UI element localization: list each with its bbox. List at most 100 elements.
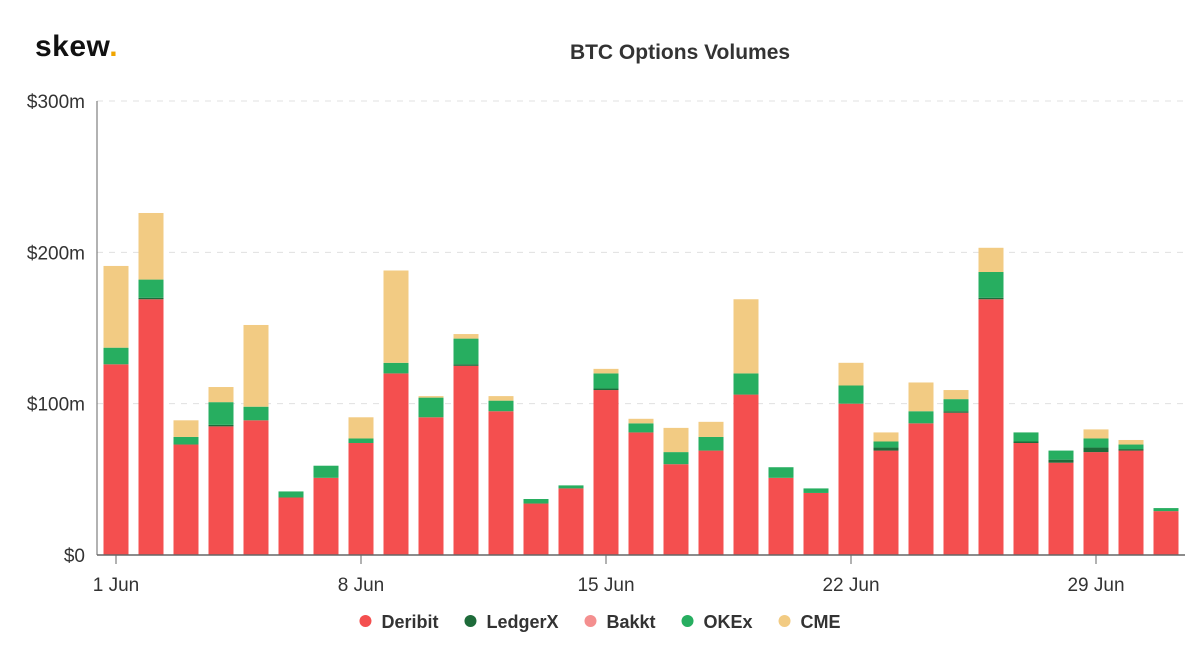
- bar-segment-deribit[interactable]: [383, 373, 409, 555]
- bar-segment-cme[interactable]: [488, 396, 514, 401]
- bar-segment-deribit[interactable]: [313, 477, 339, 555]
- bar-stack[interactable]: [243, 324, 269, 555]
- bar-segment-deribit[interactable]: [768, 477, 794, 555]
- bar-segment-okex[interactable]: [558, 485, 584, 489]
- bar-stack[interactable]: [1013, 432, 1039, 555]
- bar-segment-okex[interactable]: [1118, 444, 1144, 450]
- bar-segment-deribit[interactable]: [838, 403, 864, 555]
- bar-segment-deribit[interactable]: [593, 390, 619, 555]
- bar-segment-okex[interactable]: [943, 399, 969, 412]
- legend-item-okex[interactable]: OKEx: [681, 612, 753, 632]
- bar-segment-cme[interactable]: [838, 362, 864, 386]
- bar-segment-deribit[interactable]: [1048, 462, 1074, 555]
- bar-stack[interactable]: [103, 265, 129, 555]
- bar-segment-okex[interactable]: [1083, 438, 1109, 448]
- bar-segment-deribit[interactable]: [138, 299, 164, 555]
- bar-segment-okex[interactable]: [138, 279, 164, 298]
- bar-segment-okex[interactable]: [628, 423, 654, 433]
- bar-segment-cme[interactable]: [663, 427, 689, 453]
- bar-segment-ledgerx[interactable]: [593, 388, 619, 391]
- bar-segment-deribit[interactable]: [278, 497, 304, 555]
- bar-stack[interactable]: [908, 382, 934, 555]
- bar-stack[interactable]: [698, 421, 724, 555]
- bar-segment-deribit[interactable]: [978, 299, 1004, 555]
- bar-segment-okex[interactable]: [103, 347, 129, 365]
- bar-stack[interactable]: [313, 465, 339, 555]
- bar-segment-okex[interactable]: [313, 465, 339, 478]
- bar-segment-ledgerx[interactable]: [208, 424, 234, 427]
- bar-segment-okex[interactable]: [1048, 450, 1074, 460]
- bar-segment-okex[interactable]: [838, 385, 864, 404]
- bar-segment-cme[interactable]: [628, 418, 654, 424]
- bar-segment-cme[interactable]: [733, 299, 759, 374]
- bar-segment-okex[interactable]: [873, 441, 899, 448]
- bar-segment-okex[interactable]: [698, 436, 724, 451]
- bar-segment-ledgerx[interactable]: [1083, 447, 1109, 453]
- bar-segment-deribit[interactable]: [698, 450, 724, 555]
- bar-segment-okex[interactable]: [803, 488, 829, 493]
- bar-stack[interactable]: [418, 396, 444, 555]
- bar-segment-deribit[interactable]: [348, 443, 374, 555]
- bar-segment-okex[interactable]: [1013, 432, 1039, 442]
- bar-stack[interactable]: [348, 417, 374, 555]
- bar-segment-okex[interactable]: [1153, 508, 1179, 512]
- bar-segment-deribit[interactable]: [453, 365, 479, 555]
- bar-segment-cme[interactable]: [908, 382, 934, 412]
- bar-segment-cme[interactable]: [138, 212, 164, 280]
- bar-segment-deribit[interactable]: [208, 426, 234, 555]
- bar-segment-deribit[interactable]: [1083, 452, 1109, 555]
- bar-segment-deribit[interactable]: [803, 492, 829, 555]
- bar-stack[interactable]: [208, 387, 234, 555]
- bar-stack[interactable]: [1153, 508, 1179, 555]
- bar-segment-okex[interactable]: [208, 402, 234, 425]
- legend-item-ledgerx[interactable]: LedgerX: [464, 612, 559, 632]
- bar-segment-cme[interactable]: [873, 432, 899, 442]
- bar-segment-deribit[interactable]: [1118, 450, 1144, 555]
- bar-segment-okex[interactable]: [978, 272, 1004, 298]
- bar-segment-cme[interactable]: [978, 247, 1004, 273]
- bar-segment-deribit[interactable]: [558, 488, 584, 555]
- bar-segment-okex[interactable]: [523, 499, 549, 504]
- bar-stack[interactable]: [173, 420, 199, 555]
- bar-stack[interactable]: [943, 390, 969, 555]
- bar-segment-okex[interactable]: [418, 397, 444, 418]
- bar-stack[interactable]: [383, 270, 409, 555]
- bar-stack[interactable]: [978, 247, 1004, 555]
- legend-item-deribit[interactable]: Deribit: [359, 612, 438, 632]
- bar-stack[interactable]: [663, 427, 689, 555]
- bar-stack[interactable]: [803, 488, 829, 555]
- bar-segment-cme[interactable]: [698, 421, 724, 437]
- bar-segment-deribit[interactable]: [1013, 443, 1039, 555]
- bar-segment-okex[interactable]: [278, 491, 304, 498]
- bar-segment-cme[interactable]: [103, 265, 129, 348]
- bar-segment-ledgerx[interactable]: [873, 447, 899, 451]
- bar-segment-deribit[interactable]: [943, 412, 969, 555]
- bar-segment-ledgerx[interactable]: [1013, 441, 1039, 444]
- bar-stack[interactable]: [453, 334, 479, 555]
- bar-segment-deribit[interactable]: [1153, 511, 1179, 555]
- bar-segment-ledgerx[interactable]: [1118, 449, 1144, 451]
- bar-segment-okex[interactable]: [908, 411, 934, 424]
- bar-segment-ledgerx[interactable]: [1048, 459, 1074, 463]
- bar-stack[interactable]: [488, 396, 514, 555]
- bar-stack[interactable]: [1083, 429, 1109, 555]
- bar-segment-deribit[interactable]: [523, 503, 549, 555]
- bar-segment-cme[interactable]: [943, 390, 969, 400]
- bar-segment-okex[interactable]: [593, 373, 619, 389]
- bar-segment-deribit[interactable]: [628, 432, 654, 555]
- bar-segment-okex[interactable]: [488, 400, 514, 412]
- legend-item-cme[interactable]: CME: [778, 612, 841, 632]
- bar-stack[interactable]: [1118, 439, 1144, 555]
- bar-segment-okex[interactable]: [733, 373, 759, 395]
- bar-segment-deribit[interactable]: [908, 423, 934, 555]
- bar-segment-cme[interactable]: [173, 420, 199, 437]
- bar-stack[interactable]: [593, 368, 619, 555]
- bar-stack[interactable]: [523, 499, 549, 555]
- bar-segment-cme[interactable]: [1083, 429, 1109, 439]
- bar-segment-ledgerx[interactable]: [138, 297, 164, 300]
- bar-stack[interactable]: [558, 485, 584, 555]
- bar-segment-deribit[interactable]: [663, 464, 689, 555]
- bar-stack[interactable]: [628, 418, 654, 555]
- bar-segment-deribit[interactable]: [488, 411, 514, 555]
- bar-stack[interactable]: [768, 467, 794, 555]
